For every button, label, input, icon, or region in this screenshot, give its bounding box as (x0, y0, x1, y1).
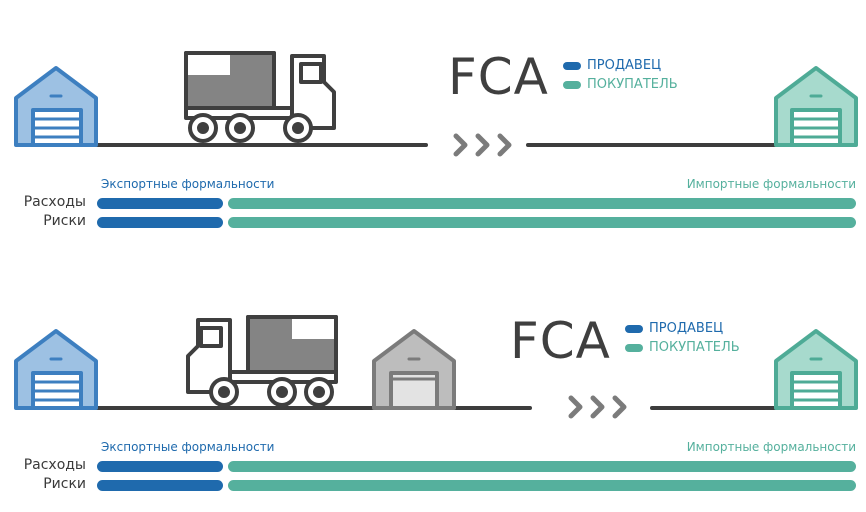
costs-seller-bar (97, 198, 223, 209)
truck-icon (184, 51, 336, 143)
costs-buyer-bar (228, 198, 856, 209)
panel-1-illustration (14, 51, 858, 157)
term-title: FCA (510, 312, 611, 370)
arrows-icon (453, 133, 512, 157)
risks-row-label: Риски (43, 213, 86, 229)
costs-buyer-bar (228, 461, 856, 472)
risks-seller-bar (97, 480, 223, 491)
costs-row-label: Расходы (23, 194, 86, 210)
risks-seller-bar (97, 217, 223, 228)
costs-row-label: Расходы (23, 457, 86, 473)
seller-warehouse-icon (14, 329, 98, 410)
legend-seller-label: ПРОДАВЕЦ (587, 58, 662, 73)
term-title: FCA (448, 48, 549, 106)
export-formalities-label: Экспортные формальности (101, 440, 275, 454)
legend-seller-swatch (625, 324, 643, 333)
legend-buyer-swatch (563, 80, 581, 89)
panel-fca-carrier-terminal: FCA ПРОДАВЕЦ ПОКУПАТЕЛЬ Экспортные форма… (0, 256, 866, 512)
legend-buyer: ПОКУПАТЕЛЬ (563, 77, 678, 92)
legend-seller: ПРОДАВЕЦ (625, 321, 723, 336)
risks-buyer-bar (228, 480, 856, 491)
seller-warehouse-icon (14, 66, 98, 147)
risks-buyer-bar (228, 217, 856, 228)
legend-buyer-label: ПОКУПАТЕЛЬ (649, 340, 740, 355)
buyer-warehouse-icon (774, 66, 858, 147)
risks-row-label: Риски (43, 476, 86, 492)
buyer-warehouse-icon (774, 329, 858, 410)
panel-fca-seller-premises: FCA ПРОДАВЕЦ ПОКУПАТЕЛЬ Экспортные форма… (14, 48, 858, 229)
terminal-icon (372, 329, 456, 410)
legend-seller: ПРОДАВЕЦ (563, 58, 661, 73)
legend-buyer: ПОКУПАТЕЛЬ (625, 340, 740, 355)
legend-buyer-label: ПОКУПАТЕЛЬ (587, 77, 678, 92)
legend-buyer-swatch (625, 343, 643, 352)
legend-seller-swatch (563, 61, 581, 70)
import-formalities-label: Импортные формальности (686, 440, 856, 454)
arrows-icon (568, 395, 627, 419)
legend-seller-label: ПРОДАВЕЦ (649, 321, 724, 336)
export-formalities-label: Экспортные формальности (101, 177, 275, 191)
import-formalities-label: Импортные формальности (686, 177, 856, 191)
panel-2-illustration (14, 315, 858, 419)
truck-icon (186, 315, 338, 407)
costs-seller-bar (97, 461, 223, 472)
